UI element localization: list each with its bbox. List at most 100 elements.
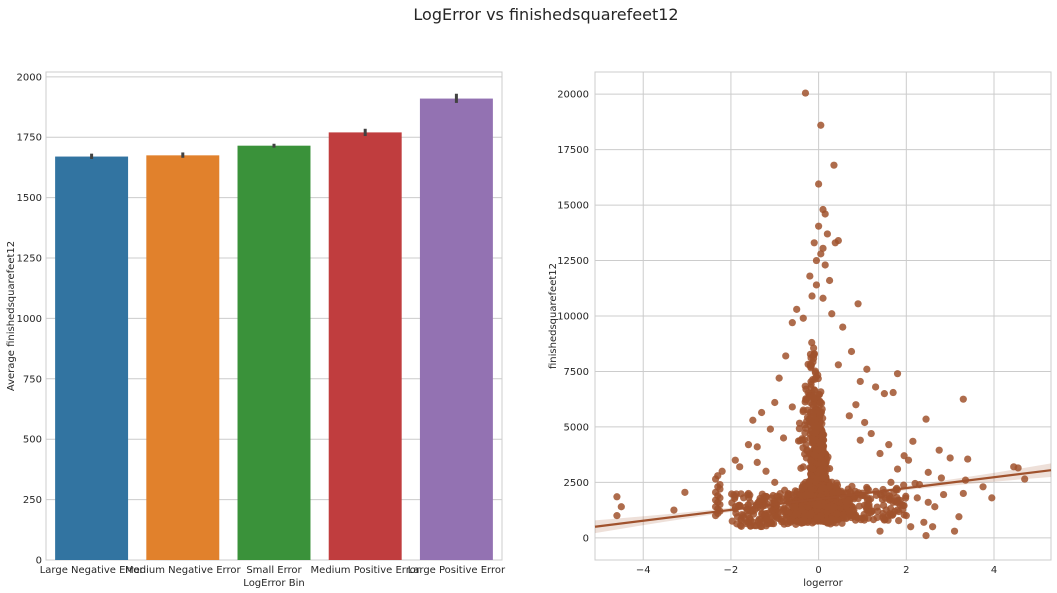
scatter-point bbox=[959, 489, 967, 498]
scatter-point bbox=[825, 276, 834, 285]
scatter-point bbox=[877, 491, 885, 499]
scatter-point bbox=[819, 484, 827, 492]
scatter-point bbox=[909, 437, 917, 445]
scatter-point bbox=[728, 517, 736, 525]
scatter-point bbox=[852, 401, 860, 409]
scatter-y-tick-label: 15000 bbox=[557, 201, 589, 212]
scatter-point bbox=[795, 425, 803, 433]
bar-x-tick-label: Medium Positive Error bbox=[311, 565, 421, 576]
scatter-point bbox=[749, 416, 757, 424]
scatter-x-tick-label: −2 bbox=[724, 565, 739, 576]
scatter-point bbox=[617, 503, 625, 511]
bar bbox=[146, 155, 220, 560]
scatter-point bbox=[812, 281, 821, 289]
scatter-point bbox=[806, 490, 815, 499]
scatter-point bbox=[826, 464, 834, 473]
scatter-point bbox=[856, 377, 864, 386]
regression-line bbox=[594, 469, 1052, 528]
scatter-point bbox=[782, 507, 791, 515]
scatter-point bbox=[801, 89, 810, 97]
scatter-point bbox=[810, 239, 818, 247]
bar bbox=[328, 132, 402, 560]
scatter-point bbox=[863, 483, 871, 492]
scatter-point bbox=[929, 523, 937, 531]
scatter-point bbox=[779, 434, 788, 442]
scatter-point bbox=[817, 512, 825, 520]
scatter-point bbox=[865, 496, 873, 504]
scatter-point bbox=[731, 456, 739, 464]
scatter-point bbox=[839, 323, 847, 331]
scatter-point bbox=[842, 498, 850, 507]
figure-title: LogError vs finishedsquarefeet12 bbox=[413, 5, 678, 24]
scatter-point bbox=[867, 429, 875, 438]
scatter-point bbox=[818, 474, 826, 482]
scatter-point bbox=[924, 498, 932, 506]
scatter-point bbox=[1014, 464, 1022, 472]
scatter-point bbox=[939, 490, 948, 499]
scatter-point bbox=[898, 500, 906, 509]
scatter-point bbox=[807, 380, 815, 388]
scatter-point bbox=[744, 489, 753, 498]
bar-x-tick-label: Large Negative Error bbox=[40, 565, 145, 576]
scatter-point bbox=[913, 494, 921, 502]
scatter-point bbox=[811, 367, 819, 375]
scatter-point bbox=[900, 481, 908, 489]
scatter-point bbox=[808, 292, 816, 300]
scatter-chart-y-axis-label: finishedsquarefeet12 bbox=[548, 263, 559, 369]
scatter-point bbox=[821, 261, 829, 269]
scatter-y-tick-label: 17500 bbox=[557, 145, 589, 156]
scatter-point bbox=[821, 210, 829, 218]
scatter-y-tick-label: 5000 bbox=[564, 422, 589, 433]
scatter-point bbox=[753, 443, 761, 451]
scatter-point bbox=[718, 467, 726, 475]
scatter-point bbox=[834, 361, 842, 369]
scatter-point bbox=[806, 272, 814, 280]
scatter-point bbox=[863, 365, 871, 373]
scatter-chart-grid bbox=[595, 72, 1051, 560]
scatter-point bbox=[817, 250, 825, 258]
scatter-chart-regression bbox=[594, 463, 1052, 534]
scatter-point bbox=[801, 429, 809, 437]
scatter-point bbox=[885, 441, 893, 449]
scatter-point bbox=[876, 449, 884, 458]
scatter-point bbox=[842, 514, 850, 523]
scatter-point bbox=[808, 338, 816, 347]
bar-x-tick-label: Large Positive Error bbox=[408, 565, 506, 576]
scatter-y-tick-label: 10000 bbox=[557, 312, 589, 323]
scatter-point bbox=[935, 446, 943, 454]
scatter-point bbox=[762, 509, 770, 518]
scatter-point bbox=[711, 475, 720, 483]
scatter-x-tick-label: 4 bbox=[991, 565, 997, 576]
scatter-point bbox=[834, 488, 842, 496]
scatter-point bbox=[806, 350, 815, 358]
scatter-point bbox=[732, 490, 740, 498]
scatter-point bbox=[817, 121, 825, 129]
bar-y-tick-label: 1250 bbox=[17, 254, 42, 265]
scatter-point bbox=[802, 385, 810, 393]
scatter-point bbox=[988, 494, 996, 502]
scatter-point bbox=[851, 512, 859, 521]
scatter-point bbox=[820, 460, 828, 469]
scatter-point bbox=[681, 488, 689, 496]
scatter-point bbox=[847, 347, 856, 356]
scatter-point bbox=[823, 517, 831, 525]
scatter-point bbox=[810, 344, 818, 352]
scatter-point bbox=[779, 495, 787, 503]
scatter-point bbox=[815, 502, 823, 510]
bar bbox=[237, 145, 311, 560]
scatter-point bbox=[758, 408, 766, 417]
scatter-point bbox=[766, 425, 774, 433]
bar-chart: 0 250 500 750 1000 1250 1500 1750 2000 Large Neg… bbox=[6, 71, 506, 589]
scatter-point bbox=[747, 516, 755, 524]
scatter-point bbox=[861, 418, 869, 427]
bar-y-tick-label: 2000 bbox=[17, 72, 42, 83]
scatter-point bbox=[873, 513, 881, 522]
scatter-point bbox=[876, 527, 884, 535]
scatter-point bbox=[803, 406, 812, 414]
scatter-chart: 0 2500 5000 7500 10000 12500 15000 17500 20000 −… bbox=[548, 71, 1052, 589]
scatter-point bbox=[780, 520, 788, 528]
scatter-point bbox=[755, 515, 763, 523]
scatter-point bbox=[824, 453, 832, 461]
